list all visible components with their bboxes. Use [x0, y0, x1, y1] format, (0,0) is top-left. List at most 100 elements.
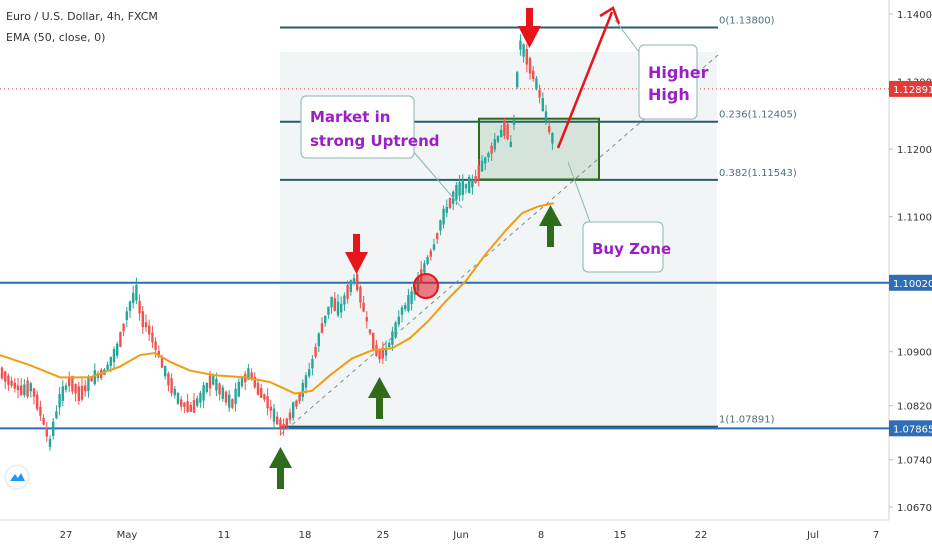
candle-body — [388, 342, 391, 348]
price-tick-label: 1.08200 — [897, 402, 932, 413]
breakout-circle-marker — [413, 273, 439, 299]
candle-body — [292, 402, 295, 418]
candle-body — [58, 394, 61, 408]
candle-body — [29, 383, 32, 392]
candle-body — [522, 44, 525, 57]
candle-body — [208, 375, 212, 389]
candle-body — [157, 350, 160, 357]
candle-body — [237, 381, 240, 397]
candle-body — [429, 250, 432, 257]
candle-body — [525, 49, 528, 65]
candle-body — [215, 378, 218, 391]
candle-body — [77, 386, 80, 402]
candle-body — [362, 302, 365, 312]
candle-body — [442, 208, 445, 225]
candle-body — [269, 406, 272, 411]
up-arrow-1 — [269, 447, 292, 489]
candle-body — [461, 180, 464, 195]
candle-body — [189, 405, 192, 412]
candle-body — [116, 343, 119, 356]
candle-body — [426, 256, 429, 265]
candle-body — [477, 165, 480, 180]
candle-body — [71, 375, 74, 392]
candle-body — [541, 97, 544, 111]
candle-body — [490, 145, 493, 154]
higher-callout-line2: High — [648, 85, 690, 104]
candle-body — [404, 305, 407, 310]
candle-body — [32, 388, 36, 397]
candle-body — [61, 386, 64, 401]
candle-body — [282, 424, 285, 430]
candle-body — [423, 263, 426, 273]
candle-body — [173, 388, 176, 396]
candle-body — [516, 72, 519, 88]
candle-body — [301, 383, 304, 398]
candle-body — [74, 384, 77, 394]
candle-body — [378, 349, 381, 360]
time-tick-label: Jul — [806, 530, 819, 541]
candle-body — [343, 295, 346, 305]
candle-body — [109, 356, 112, 366]
candle-body — [202, 385, 205, 401]
candle-body — [512, 119, 516, 125]
candle-body — [170, 378, 173, 394]
candle-body — [224, 391, 228, 403]
candle-body — [154, 341, 157, 350]
candle-body — [186, 401, 189, 412]
candle-body — [96, 373, 100, 378]
support-price-tag-1-bg — [889, 420, 932, 437]
candle-body — [445, 206, 448, 213]
candle-body — [503, 120, 506, 136]
candle-body — [167, 373, 170, 386]
candle-body — [308, 369, 311, 377]
tradingview-logo[interactable] — [6, 466, 28, 488]
candle-body — [333, 298, 336, 311]
candle-body — [484, 157, 487, 164]
market-callout-box — [300, 95, 415, 159]
time-tick-label: 8 — [538, 530, 544, 541]
candle-body — [493, 139, 496, 150]
candle-body — [180, 399, 183, 407]
candle-body — [471, 179, 474, 188]
time-axis[interactable]: 27 May 11 18 25 Jun 8 15 22 Jul 7 — [60, 530, 880, 541]
candle-body — [266, 396, 269, 409]
higher-callout-box — [638, 44, 698, 120]
candle-body — [247, 368, 250, 380]
price-tick-label: 1.12000 — [897, 145, 932, 156]
candle-body — [384, 347, 388, 356]
fib-label-3: 1(1.07891) — [719, 415, 775, 426]
candle-body — [400, 307, 404, 315]
candle-body — [365, 317, 368, 322]
candle-body — [368, 329, 372, 334]
candle-body — [164, 365, 167, 377]
symbol-title: Euro / U.S. Dollar, 4h, FXCM — [6, 10, 158, 23]
candle-body — [330, 296, 333, 308]
candle-body — [240, 377, 244, 387]
candle-body — [279, 419, 282, 428]
candle-body — [340, 303, 343, 313]
candle-body — [314, 346, 317, 357]
price-tick-label: 1.07400 — [897, 456, 932, 467]
time-tick-label: 25 — [377, 530, 390, 541]
candle-body — [250, 372, 253, 379]
fib-label-2: 0.382(1.11543) — [719, 168, 797, 179]
candle-body — [349, 280, 352, 293]
candle-body — [144, 322, 148, 328]
candle-body — [304, 375, 308, 388]
support-lines — [0, 281, 889, 430]
time-tick-label: 18 — [299, 530, 312, 541]
candle-body — [506, 124, 509, 140]
candle-body — [212, 376, 215, 385]
candle-body — [48, 438, 52, 447]
candle-body — [372, 332, 375, 349]
buy-zone-rect[interactable] — [478, 117, 600, 181]
candle-body — [199, 392, 202, 403]
ema-line — [0, 202, 555, 395]
support-price-tag-0: 1.10020 — [893, 279, 932, 290]
candle-body — [356, 274, 359, 291]
buyzone-callout-text: Buy Zone — [592, 240, 671, 258]
time-tick-label: May — [117, 530, 138, 541]
candle-body — [84, 385, 87, 392]
logo-icon — [10, 473, 25, 481]
